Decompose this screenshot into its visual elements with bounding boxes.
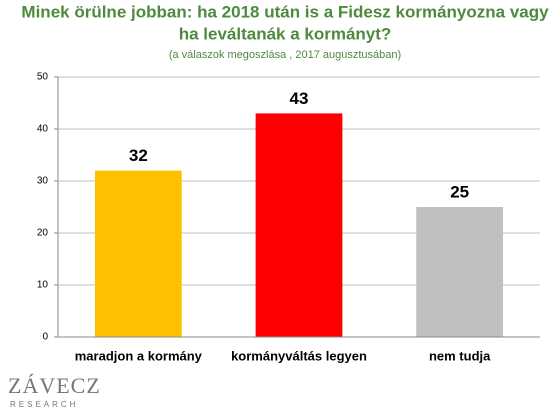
x-tick-label: maradjon a kormány xyxy=(75,348,203,363)
bar xyxy=(416,207,504,337)
bar xyxy=(255,113,343,338)
bar xyxy=(94,170,182,337)
chart-subtitle: (a válaszok megoszlása , 2017 augusztusá… xyxy=(169,49,401,61)
value-label: 32 xyxy=(129,146,148,165)
chart-title: Minek örülne jobban: ha 2018 után is a F… xyxy=(21,2,549,21)
chart-title: ha leváltanák a kormányt? xyxy=(179,24,392,43)
logo: ZÁVECZ xyxy=(8,373,101,398)
y-tick-label: 0 xyxy=(42,332,48,343)
y-tick-label: 30 xyxy=(37,176,49,187)
y-tick-label: 50 xyxy=(37,72,49,83)
value-label: 25 xyxy=(450,182,469,201)
y-tick-label: 40 xyxy=(37,124,49,135)
y-tick-label: 20 xyxy=(37,228,49,239)
value-label: 43 xyxy=(290,89,309,108)
y-tick-label: 10 xyxy=(37,280,49,291)
x-tick-label: nem tudja xyxy=(429,348,491,363)
x-tick-label: kormányváltás legyen xyxy=(231,348,367,363)
logo-sub: RESEARCH xyxy=(10,400,78,409)
